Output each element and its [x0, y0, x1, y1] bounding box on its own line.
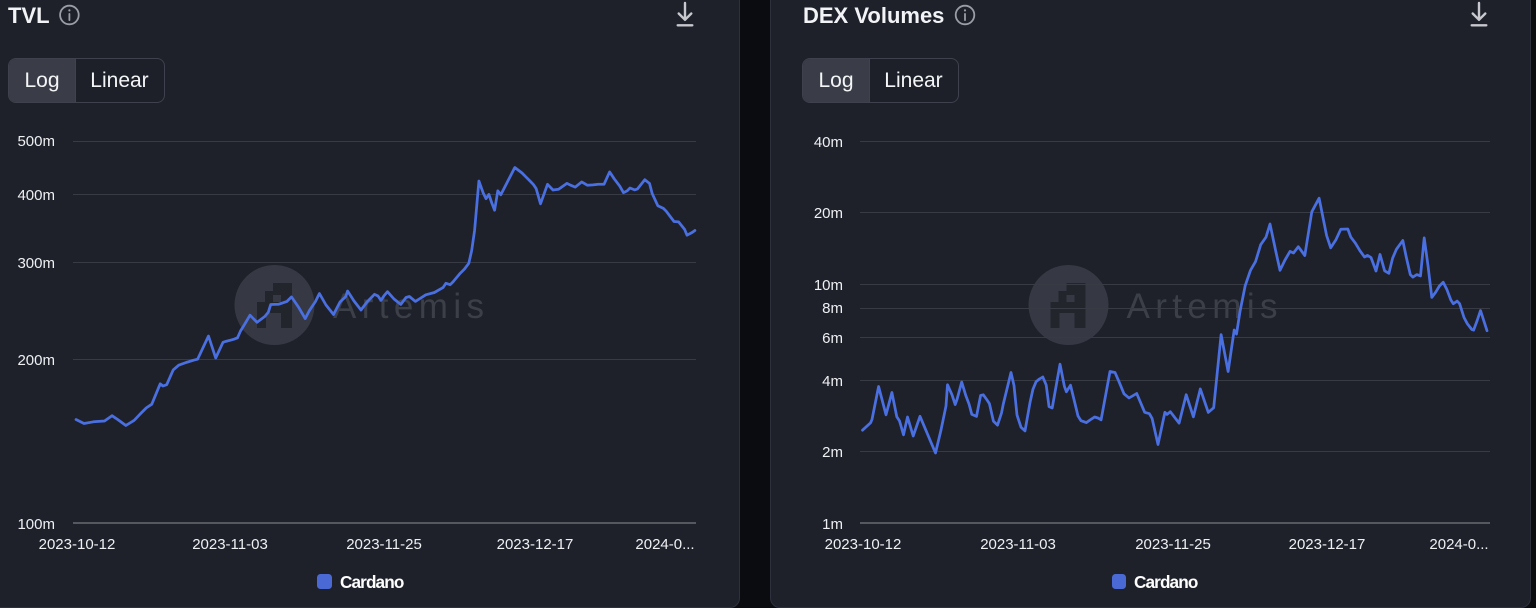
svg-text:Artemis: Artemis: [1127, 287, 1283, 326]
svg-text:Artemis: Artemis: [333, 287, 489, 326]
